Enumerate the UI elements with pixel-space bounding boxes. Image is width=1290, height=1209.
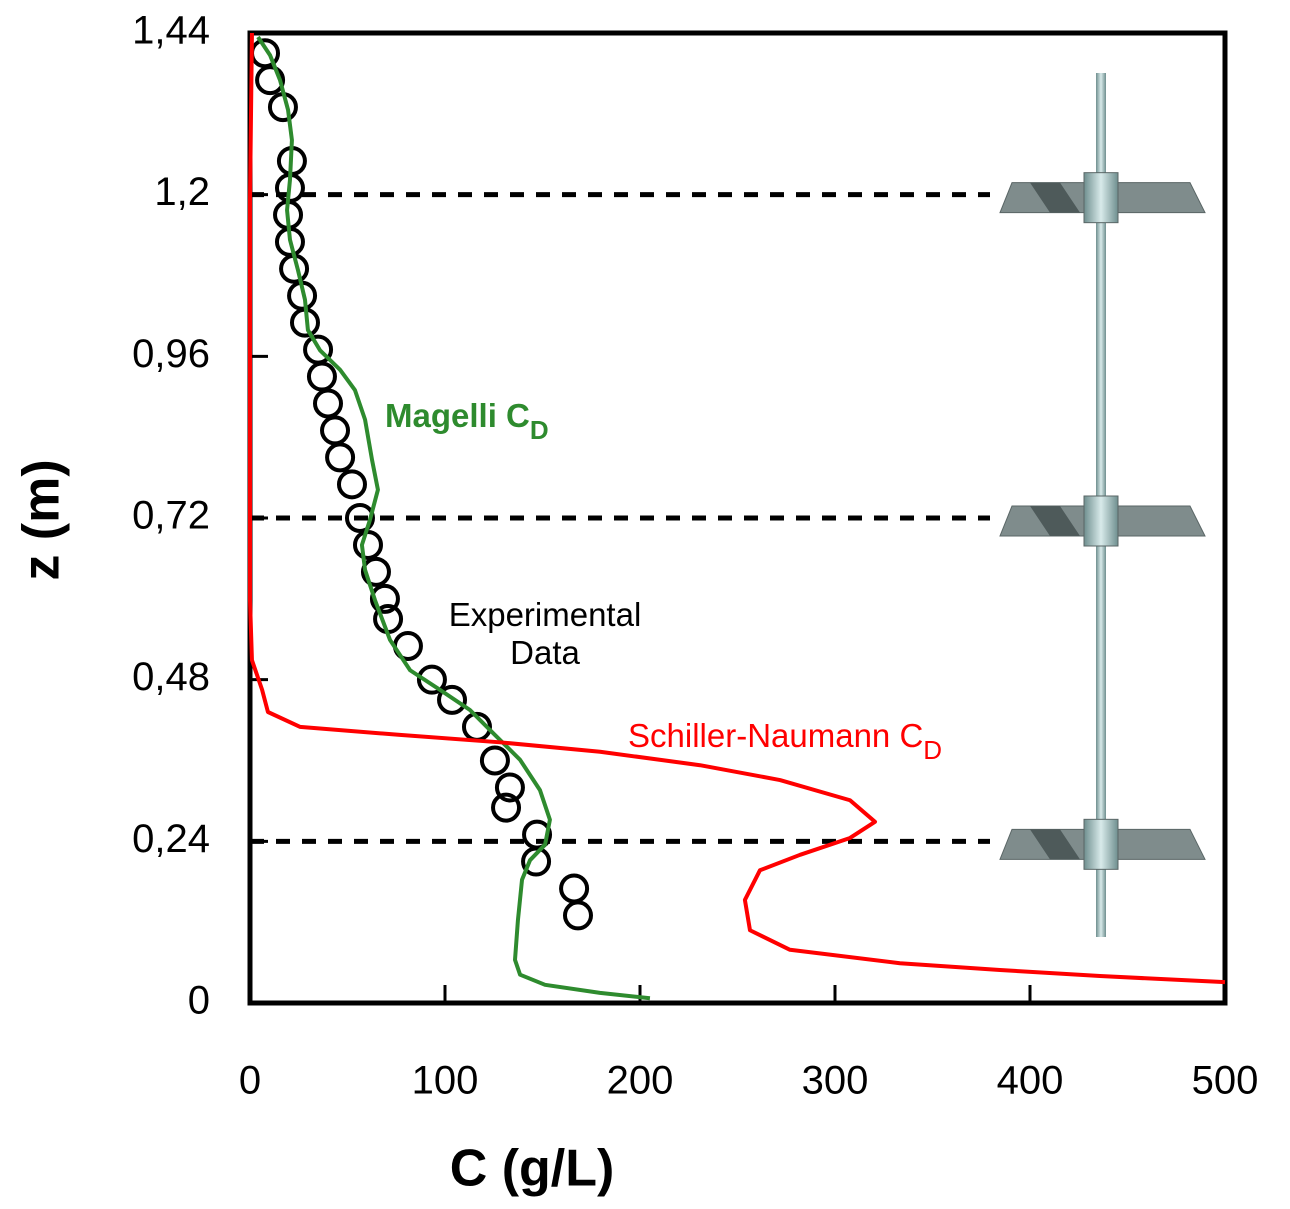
y-axis-label: z (m): [13, 459, 71, 580]
data-point: [255, 65, 286, 96]
x-tick-label: 400: [997, 1059, 1064, 1103]
series-label-name: Schiller-Naumann C: [628, 717, 923, 754]
data-line: [248, 32, 1226, 985]
series-label-subscript: D: [530, 415, 549, 445]
x-tick-label: 100: [412, 1059, 479, 1103]
impeller-blade-face: [1030, 506, 1080, 536]
data-point: [336, 469, 367, 500]
impeller-blade-face: [1030, 829, 1080, 860]
data-line: [256, 35, 651, 1001]
data-point: [559, 873, 590, 904]
impeller-hub: [1083, 495, 1119, 547]
series-label-name: Magelli C: [385, 397, 530, 434]
data-point: [479, 745, 510, 776]
y-tick-label: 1,2: [154, 170, 210, 214]
y-tick-label: 0,48: [132, 655, 210, 699]
series-label: Magelli CD: [385, 397, 549, 445]
data-point: [521, 846, 552, 877]
data-point: [369, 583, 400, 614]
x-tick-label: 200: [607, 1059, 674, 1103]
y-tick-label: 0,96: [132, 332, 210, 376]
data-point: [320, 415, 351, 446]
series-label-subscript: D: [923, 735, 942, 765]
impeller-hub: [1083, 172, 1119, 224]
data-point: [494, 772, 525, 803]
y-tick-label: 1,44: [132, 9, 210, 53]
x-tick-label: 500: [1192, 1059, 1259, 1103]
x-axis-label: C (g/L): [450, 1140, 615, 1198]
series-label: Schiller-Naumann CD: [628, 717, 942, 765]
impeller-hub: [1083, 818, 1119, 870]
data-point: [352, 529, 383, 560]
x-tick-label: 300: [802, 1059, 869, 1103]
data-point: [306, 361, 337, 392]
data-point: [416, 664, 447, 695]
data-point: [562, 900, 593, 931]
x-tick-label: 0: [239, 1059, 261, 1103]
y-tick-label: 0: [188, 979, 210, 1023]
data-point: [313, 388, 343, 419]
impeller-blade-face: [1030, 182, 1080, 213]
data-point: [360, 556, 391, 587]
data-point: [491, 792, 522, 823]
data-point: [344, 503, 375, 533]
y-tick-label: 0,24: [132, 817, 210, 861]
data-point: [325, 442, 356, 473]
data-point: [437, 684, 468, 715]
series-label: Experimental Data: [448, 596, 642, 671]
y-tick-label: 0,72: [132, 494, 210, 538]
